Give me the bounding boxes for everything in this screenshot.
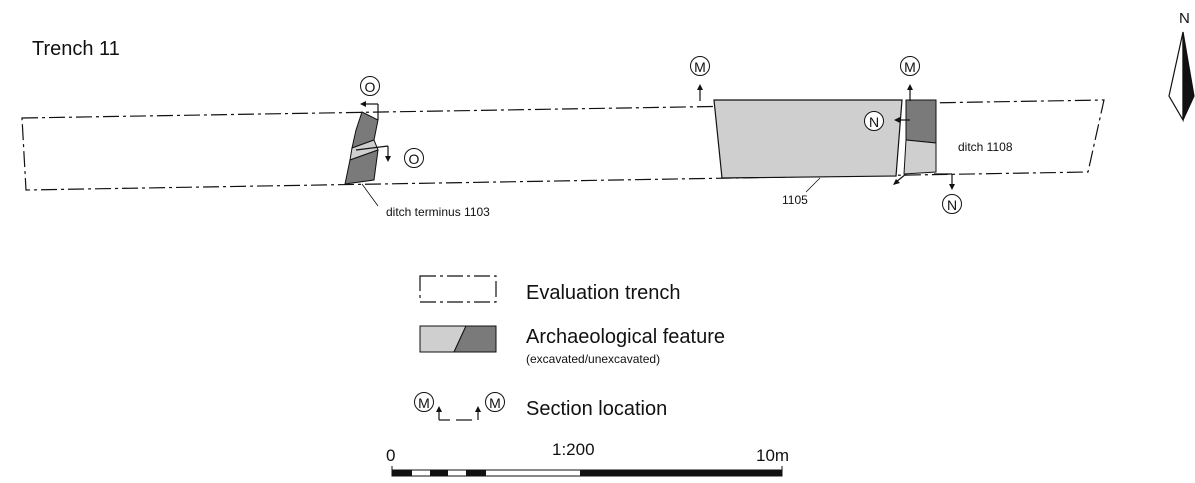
legend-section-marker-right: M (485, 392, 505, 412)
feature-1105 (713, 99, 903, 179)
ditch-terminus-leader (361, 183, 379, 207)
section-m-marker-left: M (690, 56, 710, 76)
legend-section-label: Section location (526, 398, 668, 420)
legend-feature-sublabel: (excavated/unexcavated) (526, 352, 661, 366)
north-arrow-icon (1168, 31, 1195, 123)
legend-trench-label: Evaluation trench (526, 282, 681, 304)
scale-end-label: 10m (756, 446, 790, 465)
scale-start-label: 0 (386, 446, 396, 465)
legend-trench-swatch (419, 275, 497, 303)
ditch-terminus-1103 (344, 111, 379, 185)
section-n-lines (893, 117, 955, 190)
feature-1105-leader (805, 177, 821, 193)
scale-ratio-label: 1:200 (552, 440, 595, 459)
legend-feature-swatch (419, 325, 497, 353)
section-n-marker-bottom: N (942, 194, 962, 214)
section-m-lines (697, 84, 913, 101)
feature-1105-label: 1105 (782, 193, 808, 207)
section-o-lines (355, 101, 391, 162)
north-label: N (1179, 10, 1190, 27)
section-m-marker-right: M (900, 56, 920, 76)
trench-title: Trench 11 (32, 38, 120, 60)
ditch-1108-label: ditch 1108 (958, 140, 1013, 154)
scale-bar (391, 466, 783, 477)
evaluation-trench-outline (21, 99, 1105, 191)
ditch-1108 (903, 99, 937, 175)
section-o-marker-right: O (404, 148, 424, 168)
legend-feature-label: Archaeological feature (526, 326, 726, 348)
ditch-terminus-label: ditch terminus 1103 (386, 205, 490, 219)
legend-section-symbol (436, 406, 481, 421)
legend-section-marker-left: M (414, 392, 434, 412)
section-n-marker-top: N (864, 111, 884, 131)
section-o-marker-top: O (360, 76, 380, 96)
